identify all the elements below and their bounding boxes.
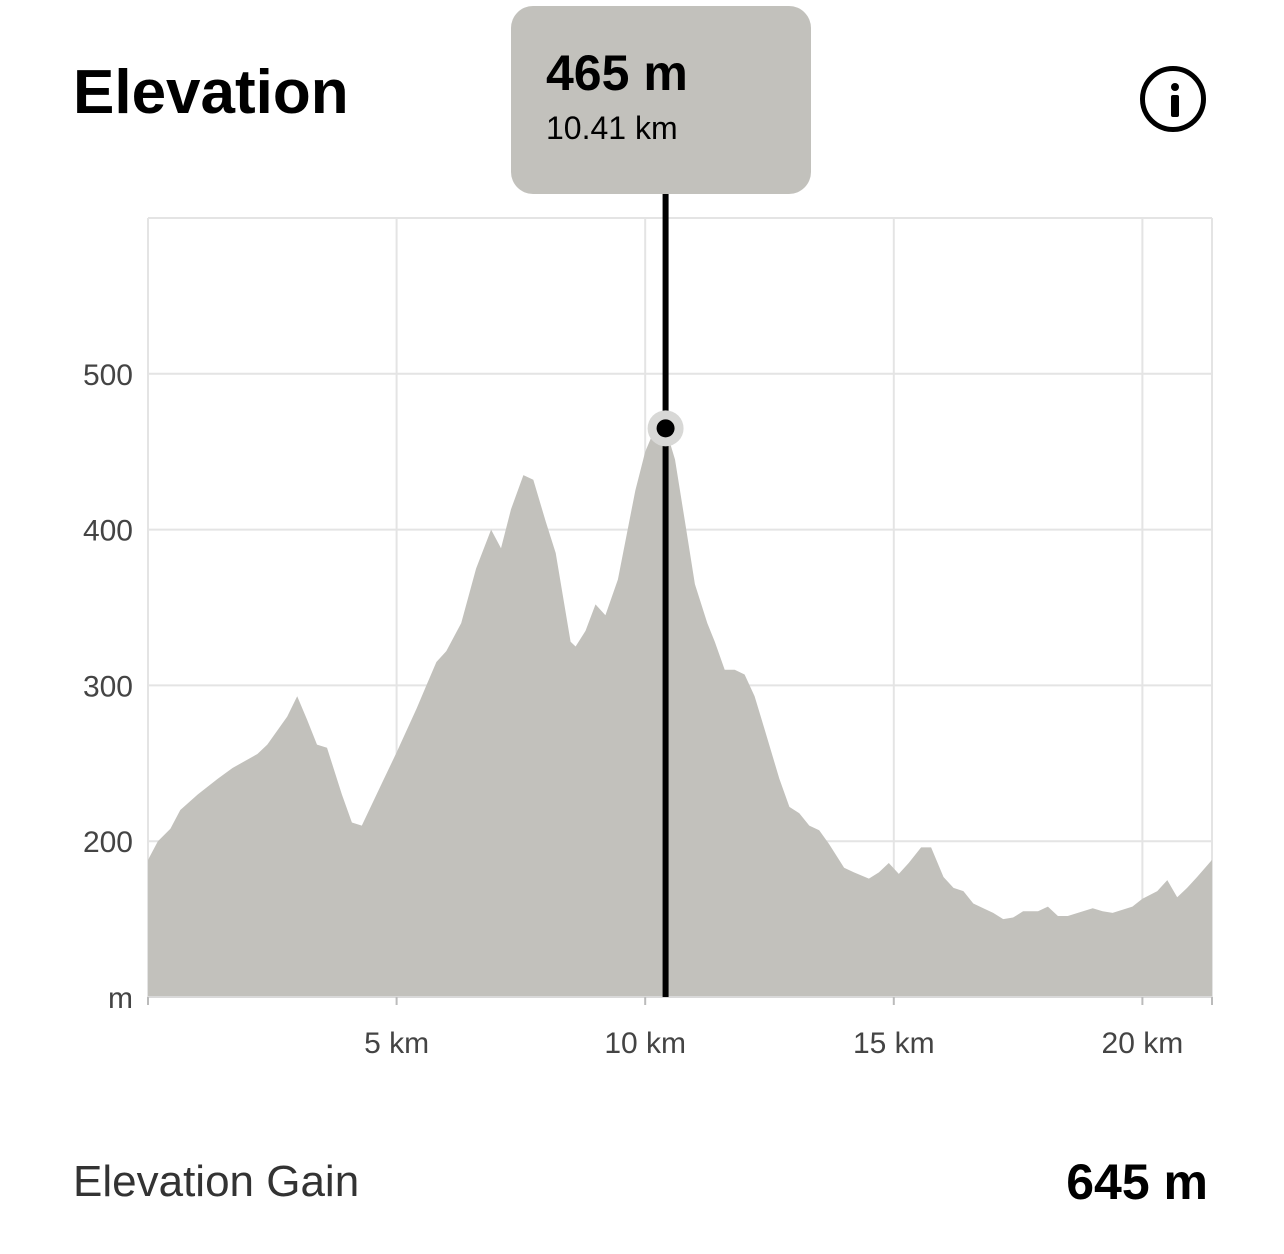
- info-icon[interactable]: [1140, 66, 1206, 132]
- y-tick-label-300: 300: [83, 670, 133, 703]
- y-axis-ticks: 200 300 400 500 m: [83, 359, 133, 1015]
- tooltip-distance: 10.41 km: [546, 110, 678, 146]
- info-dot: [1171, 83, 1179, 91]
- y-tick-label-500: 500: [83, 359, 133, 392]
- elevation-gain-value: 645 m: [1066, 1154, 1208, 1210]
- x-tick-label-20: 20 km: [1102, 1027, 1184, 1060]
- y-tick-label-400: 400: [83, 515, 133, 548]
- page-title: Elevation: [73, 58, 349, 127]
- y-unit-label: m: [108, 982, 133, 1015]
- tooltip-elevation: 465 m: [546, 45, 688, 101]
- x-tick-label-15: 15 km: [853, 1027, 935, 1060]
- info-stem: [1171, 95, 1179, 117]
- elevation-gain-label: Elevation Gain: [73, 1157, 360, 1206]
- elevation-tooltip: 465 m 10.41 km: [511, 6, 811, 194]
- x-tick-label-10: 10 km: [604, 1027, 686, 1060]
- elevation-area: [148, 428, 1212, 997]
- y-tick-label-200: 200: [83, 826, 133, 859]
- x-tick-label-5: 5 km: [364, 1027, 429, 1060]
- cursor-point[interactable]: [656, 419, 675, 438]
- x-axis-ticks: 5 km 10 km 15 km 20 km: [147, 997, 1213, 1060]
